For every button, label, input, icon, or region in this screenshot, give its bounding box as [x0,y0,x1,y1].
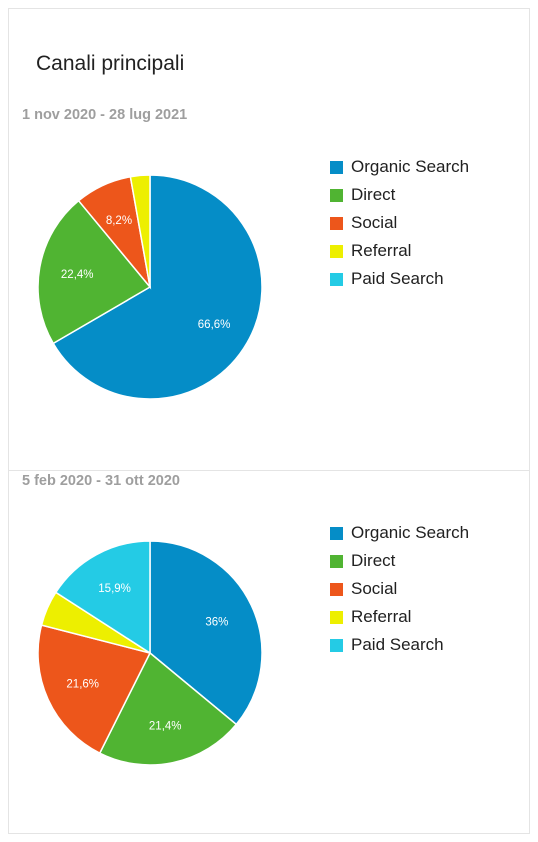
slice-label-direct: 21,4% [149,720,182,732]
legend-item-paid-search[interactable]: Paid Search [330,265,469,293]
legend-item-social[interactable]: Social [330,209,469,237]
date-range-1: 1 nov 2020 - 28 lug 2021 [22,107,188,123]
legend-1: Organic Search Direct Social Referral Paid S… [330,153,469,293]
legend-swatch [330,216,343,230]
legend-label: Social [351,213,398,232]
pie-slice-direct[interactable] [37,199,152,345]
legend-label: Paid Search [351,635,444,654]
pie-slice-social[interactable] [37,624,152,755]
legend-label: Direct [351,551,396,570]
card-border [8,8,530,9]
legend-label: Social [351,579,398,598]
legend-item-referral[interactable]: Referral [330,237,469,265]
legend-item-direct[interactable]: Direct [330,181,469,209]
legend-item-direct[interactable]: Direct [330,547,469,575]
legend-item-referral[interactable]: Referral [330,603,469,631]
legend-item-social[interactable]: Social [330,575,469,603]
legend-item-paid-search[interactable]: Paid Search [330,631,469,659]
legend-swatch [330,272,343,286]
legend-2: Organic Search Direct Social Referral Paid S… [330,519,469,659]
legend-swatch [330,638,343,652]
slice-label-paid-search: 15,9% [98,583,131,595]
pie-slice-direct[interactable] [98,651,238,766]
pie-slice-organic-search[interactable] [52,174,263,400]
legend-label: Direct [351,185,396,204]
pie-slice-referral[interactable] [129,174,151,288]
legend-swatch [330,582,343,596]
legend-swatch [330,610,343,624]
card-border [8,833,530,834]
legend-label: Organic Search [351,157,470,176]
card-title: Canali principali [36,52,185,75]
legend-label: Organic Search [351,523,470,542]
legend-label: Referral [351,241,412,260]
legend-swatch [330,526,343,540]
legend-swatch [330,244,343,258]
slice-label-direct: 22,4% [61,269,94,281]
legend-swatch [330,554,343,568]
slice-label-social: 8,2% [106,215,132,227]
card-border [8,8,9,834]
slice-label-social: 21,6% [66,679,99,691]
slice-label-organic-search: 36% [205,617,228,629]
date-range-2: 5 feb 2020 - 31 ott 2020 [22,473,180,489]
card-border [529,8,530,834]
section-divider [8,470,530,471]
pie-chart-1: 66,6% 22,4% 8,2% [37,174,263,400]
legend-label: Referral [351,607,412,626]
pie-slice-paid-search[interactable] [54,540,151,655]
pie-slice-organic-search[interactable] [149,540,263,726]
legend-swatch [330,160,343,174]
legend-item-organic-search[interactable]: Organic Search [330,519,469,547]
legend-swatch [330,188,343,202]
slice-label-organic-search: 66,6% [198,319,231,331]
legend-label: Paid Search [351,269,444,288]
legend-item-organic-search[interactable]: Organic Search [330,153,469,181]
